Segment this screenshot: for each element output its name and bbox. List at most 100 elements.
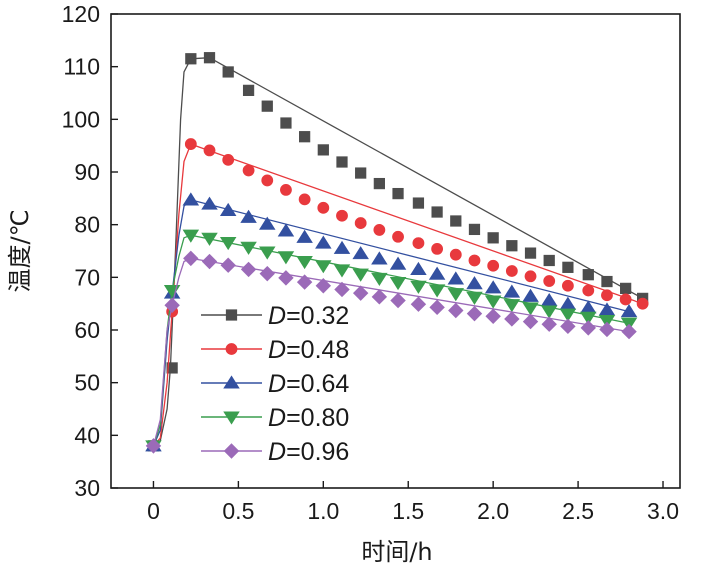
data-point [601, 289, 613, 302]
data-point [484, 295, 502, 309]
data-point [449, 248, 462, 261]
data-point [450, 215, 462, 227]
legend-value: =0.32 [286, 302, 349, 330]
data-point [280, 117, 292, 129]
data-point [219, 237, 237, 251]
data-point [428, 266, 446, 280]
x-tick-label: 1.5 [392, 498, 424, 524]
data-point [484, 280, 502, 294]
data-point [410, 280, 427, 294]
data-point [466, 291, 483, 305]
y-tick-label: 30 [74, 475, 100, 501]
data-point [315, 278, 332, 294]
data-point [240, 261, 257, 278]
legend-label: D=0.80 [268, 404, 349, 432]
data-point [485, 308, 501, 325]
data-point [371, 272, 388, 286]
legend-variable: D [268, 302, 286, 330]
data-point [448, 302, 464, 319]
data-point [145, 438, 162, 454]
legend-variable: D [268, 336, 286, 364]
legend-value: =0.80 [286, 404, 349, 432]
data-point [522, 313, 539, 330]
legend-marker [225, 309, 238, 321]
data-point [259, 246, 276, 260]
data-point [280, 184, 292, 196]
x-axis-title: 时间/h [361, 538, 432, 566]
y-tick-label: 100 [62, 106, 100, 132]
data-point [503, 299, 521, 313]
data-point [389, 277, 407, 291]
x-tick-label: 0.5 [222, 498, 254, 524]
data-point [296, 229, 313, 243]
data-point [543, 254, 555, 267]
data-point [336, 209, 348, 222]
data-point [601, 275, 613, 288]
data-point [541, 316, 557, 332]
legend-variable: D [268, 404, 286, 432]
data-point [582, 269, 594, 281]
data-point [296, 255, 313, 270]
data-point [524, 270, 537, 283]
data-point [259, 265, 275, 282]
legend-label: D=0.32 [268, 302, 349, 330]
data-point [278, 270, 294, 286]
data-point [277, 223, 295, 237]
data-point [182, 192, 200, 206]
data-point [447, 271, 465, 285]
data-point [522, 288, 539, 302]
legend-value: =0.64 [286, 370, 349, 398]
data-point [410, 296, 427, 312]
data-point [580, 320, 596, 336]
data-point [504, 311, 520, 327]
legend-label: D=0.96 [268, 438, 349, 466]
y-tick-label: 40 [74, 422, 100, 448]
data-point [505, 265, 518, 277]
legend: D=0.32D=0.48D=0.64D=0.80D=0.96 [201, 302, 349, 466]
data-point [185, 53, 197, 65]
data-point [183, 250, 199, 267]
data-point [540, 305, 558, 319]
legend-label: D=0.64 [268, 370, 349, 398]
data-point [561, 279, 574, 292]
data-point [431, 206, 443, 218]
data-point [522, 302, 539, 316]
y-axis-title: 温度/℃ [6, 209, 34, 292]
ticks-layer: 30 40 50 60 70 80 90 100 110 120 0 0.5 1.0 1.5 2.0 2.5 3… [62, 1, 679, 524]
data-point [334, 281, 350, 298]
data-point [222, 153, 235, 166]
legend-entry: D=0.64 [201, 370, 349, 398]
x-tick-label: 2.5 [562, 498, 594, 524]
data-point [621, 323, 637, 340]
data-point [468, 223, 481, 236]
data-point [373, 224, 386, 236]
data-point [242, 164, 255, 177]
legend-entry: D=0.48 [201, 336, 349, 364]
y-tick-label: 120 [62, 1, 100, 27]
data-point [392, 230, 404, 243]
data-point [543, 275, 556, 287]
data-point [317, 144, 329, 156]
data-point [371, 289, 388, 305]
data-point [619, 293, 632, 306]
data-point [503, 284, 521, 298]
plot-frame [110, 13, 681, 489]
y-tick-label: 70 [74, 264, 100, 290]
legend-marker [223, 375, 240, 389]
x-tick-label: 3.0 [647, 498, 679, 524]
x-tick-label: 1.0 [307, 498, 339, 524]
legend-marker [223, 443, 240, 459]
data-point [636, 297, 649, 310]
legend-value: =0.96 [286, 438, 349, 466]
data-point [389, 256, 407, 270]
data-point [582, 284, 595, 297]
data-point [373, 177, 385, 190]
data-point [410, 261, 427, 275]
series-0.96 [145, 250, 637, 454]
data-point [354, 217, 367, 229]
data-point [428, 284, 446, 298]
data-point [392, 187, 404, 200]
data-point [620, 282, 632, 295]
data-point [429, 299, 445, 316]
